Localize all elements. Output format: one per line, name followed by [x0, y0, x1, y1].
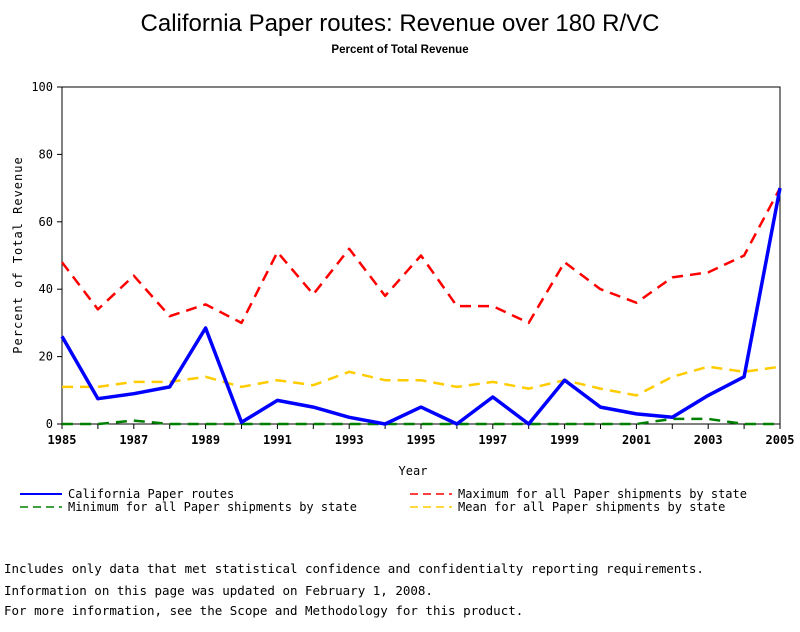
legend-label-maximum: Maximum for all Paper shipments by state [458, 487, 747, 501]
y-tick-label-40: 40 [39, 282, 53, 296]
legend-item-maximum: Maximum for all Paper shipments by state [410, 487, 747, 501]
legend-label-minimum: Minimum for all Paper shipments by state [68, 500, 357, 514]
y-axis: 0 20 40 60 80 100 [31, 80, 62, 431]
x-tick-label-1991: 1991 [263, 433, 292, 447]
footnote-confidentiality: Includes only data that met statistical … [4, 561, 704, 576]
legend-item-minimum: Minimum for all Paper shipments by state [20, 500, 357, 514]
series-line-mean [62, 365, 781, 397]
series-line-minimum [62, 417, 780, 426]
legend-label-california: California Paper routes [68, 487, 234, 501]
x-tick-label-1997: 1997 [478, 433, 507, 447]
x-axis-label: Year [399, 464, 428, 478]
y-tick-label-100: 100 [31, 80, 53, 94]
legend-item-california: California Paper routes [20, 487, 234, 501]
footnote-methodology: For more information, see the Scope and … [4, 603, 524, 618]
x-tick-label-1987: 1987 [119, 433, 148, 447]
y-tick-label-60: 60 [39, 215, 53, 229]
series-line-california [60, 187, 782, 426]
x-tick-label-1985: 1985 [48, 433, 77, 447]
line-chart: California Paper routes: Revenue over 18… [11, 10, 795, 514]
chart-title: California Paper routes: Revenue over 18… [141, 10, 660, 37]
y-axis-label: Percent of Total Revenue [11, 156, 25, 353]
series-line-maximum [61, 187, 782, 325]
x-tick-label-2005: 2005 [766, 433, 795, 447]
y-tick-label-80: 80 [39, 147, 53, 161]
x-tick-label-1993: 1993 [335, 433, 364, 447]
legend-item-mean: Mean for all Paper shipments by state [410, 500, 725, 514]
x-tick-label-2003: 2003 [694, 433, 723, 447]
x-tick-label-1995: 1995 [407, 433, 436, 447]
x-axis: 1985 1987 1989 1991 1993 1995 1997 1999 2001 2003… [48, 424, 795, 447]
legend: California Paper routes Maximum for all … [20, 487, 747, 514]
chart-subtitle: Percent of Total Revenue [331, 44, 468, 56]
x-tick-label-2001: 2001 [622, 433, 651, 447]
series-layer [60, 187, 782, 426]
y-tick-label-0: 0 [46, 417, 53, 431]
x-tick-label-1999: 1999 [550, 433, 579, 447]
y-tick-label-20: 20 [39, 350, 53, 364]
update-notice: Information on this page was updated on … [4, 583, 433, 598]
x-tick-label-1989: 1989 [191, 433, 220, 447]
legend-label-mean: Mean for all Paper shipments by state [458, 500, 725, 514]
